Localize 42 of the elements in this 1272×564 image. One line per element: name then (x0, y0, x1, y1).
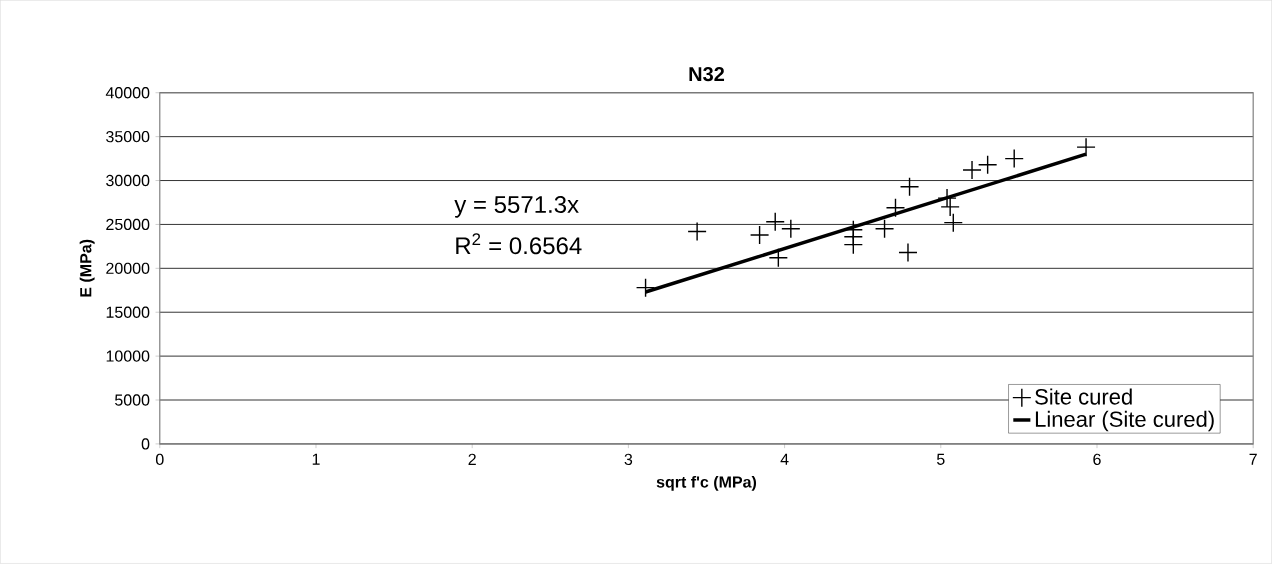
x-tick-label: 7 (1249, 453, 1257, 465)
y-tick-label: 5000 (115, 394, 150, 406)
y-tick-label: 30000 (106, 175, 150, 187)
point (937, 188, 957, 208)
chart-title: N32 (689, 67, 725, 82)
annotation: y = 5571.3x (454, 196, 579, 218)
x-tick-label: 4 (780, 453, 789, 465)
point (874, 219, 895, 239)
y-tick-label: 20000 (106, 262, 150, 275)
point (843, 235, 864, 255)
point (1076, 137, 1096, 158)
point (781, 219, 801, 239)
point (885, 198, 906, 218)
y-tick-label: 25000 (106, 218, 150, 231)
y-tick-label: 0 (141, 438, 150, 450)
point (768, 248, 789, 268)
x-tick-label: 3 (624, 453, 633, 466)
y-tick-label: 15000 (106, 306, 150, 319)
y-tick-label: 35000 (106, 131, 150, 143)
point (1004, 149, 1024, 169)
point (765, 212, 785, 232)
point (962, 160, 982, 180)
point (940, 197, 960, 217)
x-tick-label: 2 (468, 453, 476, 466)
x-tick-label: 5 (936, 453, 945, 466)
y-tick-label: 40000 (105, 87, 150, 99)
x-tick-label: 1 (312, 453, 320, 465)
point (977, 155, 998, 175)
point (749, 225, 770, 245)
legend-label: Site cured (1035, 388, 1132, 405)
point (899, 177, 920, 197)
legend-label: Linear (Site cured) (1035, 410, 1214, 432)
x-tick-label: 0 (155, 453, 164, 466)
point (687, 221, 707, 242)
point (898, 242, 918, 263)
annotation: R$^{2}$ = 0.6564 (456, 233, 582, 255)
x-axis-title: sqrt f'c (MPa) (656, 476, 757, 492)
point (635, 278, 656, 298)
y-tick-label: 10000 (106, 350, 150, 362)
y-axis-title: E (MPa) (79, 239, 95, 297)
x-tick-label: 6 (1093, 453, 1101, 466)
point (943, 213, 963, 233)
